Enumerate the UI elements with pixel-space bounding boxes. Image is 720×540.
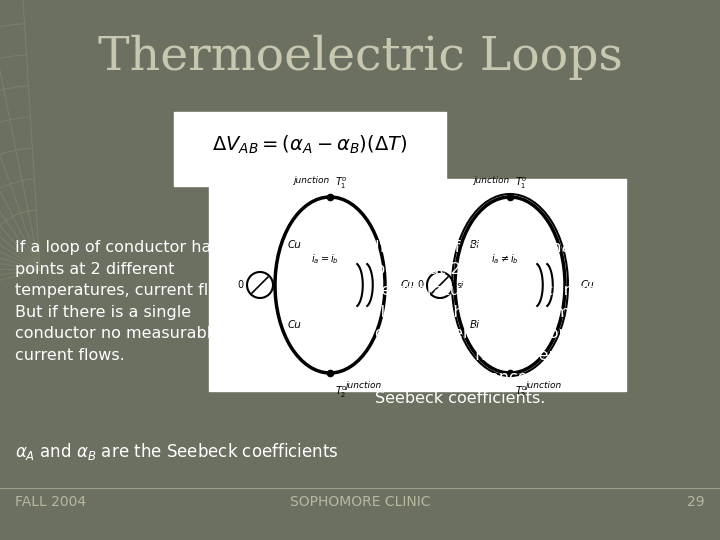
Text: Cu: Cu	[287, 240, 301, 251]
Text: si: si	[457, 280, 464, 289]
Text: $i_a=i_b$: $i_a=i_b$	[310, 252, 338, 266]
Text: If a loop of conductor has
points at 2 different
temperatures, current flows.
Bu: If a loop of conductor has points at 2 d…	[15, 240, 253, 363]
Circle shape	[247, 272, 273, 298]
Text: $T_1^o$: $T_1^o$	[335, 176, 348, 191]
Text: junction: junction	[292, 176, 329, 185]
Text: junction: junction	[472, 176, 509, 185]
Text: 0: 0	[417, 280, 423, 290]
Text: 29: 29	[688, 495, 705, 509]
Text: Cu: Cu	[581, 280, 595, 290]
Text: Bi: Bi	[469, 320, 480, 329]
Text: $T_1^o$: $T_1^o$	[515, 176, 528, 191]
Text: junction: junction	[525, 381, 562, 390]
Text: Thermoelectric Loops: Thermoelectric Loops	[98, 35, 622, 80]
Text: 0: 0	[237, 280, 243, 290]
FancyBboxPatch shape	[209, 179, 626, 391]
Text: FALL 2004: FALL 2004	[15, 495, 86, 509]
Text: $i_a \neq i_b$: $i_a \neq i_b$	[490, 252, 518, 266]
Circle shape	[427, 272, 453, 298]
Text: If a loop of conductor has
points at 2 different
temperatures, again current
flo: If a loop of conductor has points at 2 d…	[375, 240, 618, 406]
Text: $\alpha_A$ and $\alpha_B$ are the Seebeck coefficients: $\alpha_A$ and $\alpha_B$ are the Seebec…	[15, 442, 338, 462]
Text: $\Delta V_{AB} = (\alpha_A - \alpha_B)(\Delta T)$: $\Delta V_{AB} = (\alpha_A - \alpha_B)(\…	[212, 134, 408, 156]
Text: Bi: Bi	[469, 240, 480, 251]
Text: Cu: Cu	[287, 320, 301, 329]
Text: SOPHOMORE CLINIC: SOPHOMORE CLINIC	[289, 495, 431, 509]
Text: $T_2^o$: $T_2^o$	[515, 385, 528, 400]
Text: Cu: Cu	[401, 280, 415, 290]
FancyBboxPatch shape	[174, 112, 446, 186]
Text: $T_2^o$: $T_2^o$	[335, 385, 348, 400]
Text: junction: junction	[345, 381, 382, 390]
